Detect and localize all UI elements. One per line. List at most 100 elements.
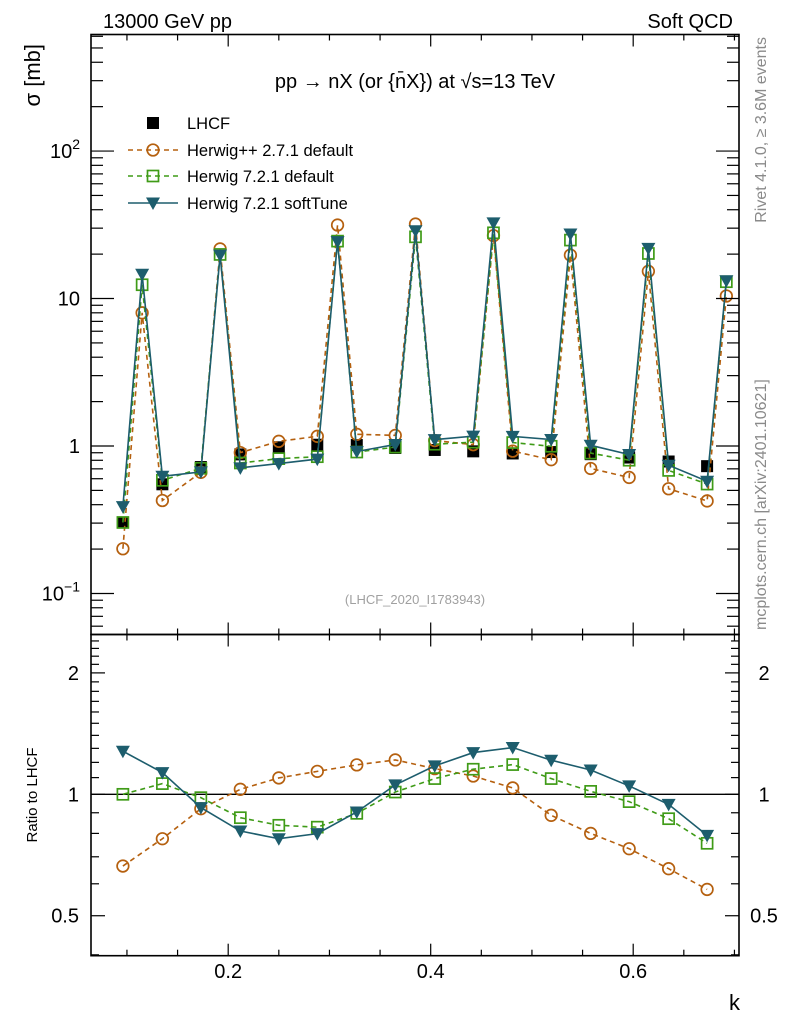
- ratio-point-herwig-7-2-1-softtune: [349, 806, 364, 819]
- ratio-line-herwig-7-2-1-default: [122, 763, 708, 844]
- main-point-herwig-7-2-1-softtune: [349, 445, 364, 459]
- ratio-point-herwig-7-2-1-softtune: [583, 764, 598, 777]
- main-point-herwig-7-2-1-softtune: [408, 225, 423, 238]
- ratio-point-herwig-7-2-1-softtune: [466, 747, 481, 760]
- main-point-herwig-7-2-1-softtune: [427, 434, 442, 447]
- main-point-herwig-7-2-1-softtune: [486, 217, 501, 230]
- main-point-herwig-7-2-1-softtune: [155, 470, 170, 484]
- ratio-point-herwigpp-2-7-1-default: [155, 832, 170, 846]
- header-category: Soft QCD: [647, 11, 733, 33]
- ratio-point-herwig-7-2-1-default: [506, 758, 520, 771]
- legend-marker-icon: [146, 197, 160, 210]
- ratio-line-herwigpp-2-7-1-default: [122, 759, 708, 891]
- mcplots-credit: mcplots.cern.ch [arXiv:2401.10621]: [753, 379, 770, 630]
- ratio-y-tick-label-left: 2: [68, 663, 79, 685]
- ratio-point-herwig-7-2-1-default: [584, 785, 598, 798]
- main-point-lhcf: [156, 478, 169, 491]
- main-point-herwig-7-2-1-softtune: [622, 448, 637, 462]
- ratio-point-herwigpp-2-7-1-default: [584, 826, 598, 841]
- main-point-herwigpp-2-7-1-default: [330, 218, 345, 232]
- main-point-herwigpp-2-7-1-default: [544, 453, 558, 467]
- ratio-point-herwig-7-2-1-default: [466, 762, 480, 776]
- legend-sample-herwig-7-2-1-softtune: [128, 197, 178, 210]
- main-point-herwigpp-2-7-1-default: [310, 429, 324, 443]
- main-point-lhcf: [584, 448, 597, 461]
- legend-label: Herwig++ 2.7.1 default: [187, 142, 353, 160]
- main-y-axis-label: σ [mb]: [20, 44, 45, 106]
- main-point-herwig-7-2-1-softtune: [271, 458, 286, 471]
- main-point-herwig-7-2-1-softtune: [135, 268, 150, 282]
- ratio-point-herwigpp-2-7-1-default: [506, 781, 520, 795]
- tick-label-exponent: 2: [72, 136, 80, 152]
- ratio-point-herwig-7-2-1-softtune: [115, 745, 130, 759]
- legend-marker-icon: [146, 143, 160, 157]
- main-line-herwig-7-2-1-softtune: [122, 222, 728, 507]
- main-y-tick-label: 102: [50, 136, 80, 163]
- main-y-tick-label: 1: [69, 436, 80, 458]
- legend-entry-herwig-7-2-1-softtune: Herwig 7.2.1 softTune: [128, 195, 348, 213]
- ratio-point-herwig-7-2-1-softtune: [233, 825, 248, 839]
- header-beam-info: 13000 GeV pp: [103, 11, 232, 33]
- main-point-herwig-7-2-1-default: [116, 516, 130, 529]
- ratio-point-herwig-7-2-1-softtune: [310, 828, 325, 841]
- ratio-point-herwigpp-2-7-1-default: [544, 808, 558, 822]
- ratio-y-axis-label: Ratio to LHCF: [24, 747, 41, 842]
- main-point-herwigpp-2-7-1-default: [584, 461, 598, 476]
- ratio-point-herwig-7-2-1-softtune: [700, 829, 715, 843]
- main-point-herwigpp-2-7-1-default: [641, 264, 656, 278]
- main-y-tick-label: 10−1: [42, 578, 80, 605]
- x-tick-label: 0.4: [417, 961, 445, 983]
- x-tick-label: 0.6: [619, 961, 647, 983]
- legend: LHCF Herwig++ 2.7.1 default Herwig 7.2.1…: [128, 115, 353, 213]
- ratio-point-herwig-7-2-1-softtune: [505, 742, 520, 755]
- ratio-y-tick-label-right: 1: [758, 784, 769, 806]
- x-axis-label: k: [729, 990, 741, 1015]
- ratio-line-herwig-7-2-1-softtune: [122, 746, 708, 840]
- ratio-y-tick-label-right: 2: [758, 663, 769, 685]
- main-point-herwigpp-2-7-1-default: [155, 493, 170, 508]
- ratio-point-herwigpp-2-7-1-default: [466, 769, 480, 783]
- ratio-point-herwigpp-2-7-1-default: [116, 859, 130, 873]
- ratio-panel-frame: [90, 633, 740, 957]
- main-point-herwigpp-2-7-1-default: [622, 470, 636, 485]
- legend-marker-icon: [146, 169, 160, 183]
- main-point-herwig-7-2-1-softtune: [661, 459, 676, 473]
- ratio-point-herwigpp-2-7-1-default: [272, 771, 286, 785]
- analysis-id-annotation: (LHCF_2020_I1783943): [345, 592, 485, 607]
- ratio-point-herwig-7-2-1-softtune: [155, 767, 170, 780]
- main-point-herwigpp-2-7-1-default: [506, 444, 520, 458]
- legend-entry-lhcf: LHCF: [147, 115, 230, 133]
- main-point-herwig-7-2-1-softtune: [115, 501, 130, 514]
- rivet-credit: Rivet 4.1.0, ≥ 3.6M events: [753, 37, 770, 223]
- ratio-point-herwig-7-2-1-softtune: [193, 802, 208, 815]
- main-point-herwig-7-2-1-softtune: [719, 275, 734, 288]
- ratio-point-herwig-7-2-1-default: [428, 772, 442, 785]
- main-y-tick-label: 10: [58, 289, 80, 311]
- legend-entry-herwigpp-2-7-1-default: Herwig++ 2.7.1 default: [128, 142, 353, 160]
- ratio-point-herwig-7-2-1-default: [116, 787, 130, 801]
- main-point-herwig-7-2-1-softtune: [388, 439, 403, 452]
- ratio-point-herwigpp-2-7-1-default: [233, 782, 247, 796]
- main-point-herwigpp-2-7-1-default: [700, 494, 714, 508]
- main-point-herwig-7-2-1-softtune: [310, 453, 325, 467]
- ratio-point-herwig-7-2-1-softtune: [622, 780, 637, 793]
- main-point-herwigpp-2-7-1-default: [719, 289, 733, 303]
- ratio-point-herwig-7-2-1-softtune: [388, 779, 403, 792]
- ratio-point-herwigpp-2-7-1-default: [388, 753, 402, 767]
- main-point-herwig-7-2-1-softtune: [330, 236, 345, 249]
- main-point-herwig-7-2-1-softtune: [544, 434, 559, 447]
- legend-label: Herwig 7.2.1 default: [187, 168, 334, 186]
- main-point-herwigpp-2-7-1-default: [661, 482, 676, 496]
- ratio-point-herwigpp-2-7-1-default: [661, 862, 676, 876]
- ratio-point-herwig-7-2-1-softtune: [427, 760, 442, 773]
- ratio-point-herwig-7-2-1-default: [662, 812, 675, 826]
- tick-label-exponent: −1: [64, 578, 80, 594]
- legend-marker-icon: [147, 117, 159, 129]
- main-point-herwig-7-2-1-softtune: [505, 430, 520, 444]
- main-point-herwig-7-2-1-softtune: [563, 228, 578, 241]
- tick-label-base: 10: [42, 583, 64, 605]
- main-point-herwigpp-2-7-1-default: [272, 434, 286, 448]
- legend-sample-herwig-7-2-1-default: [128, 169, 178, 183]
- main-point-herwig-7-2-1-softtune: [641, 242, 656, 256]
